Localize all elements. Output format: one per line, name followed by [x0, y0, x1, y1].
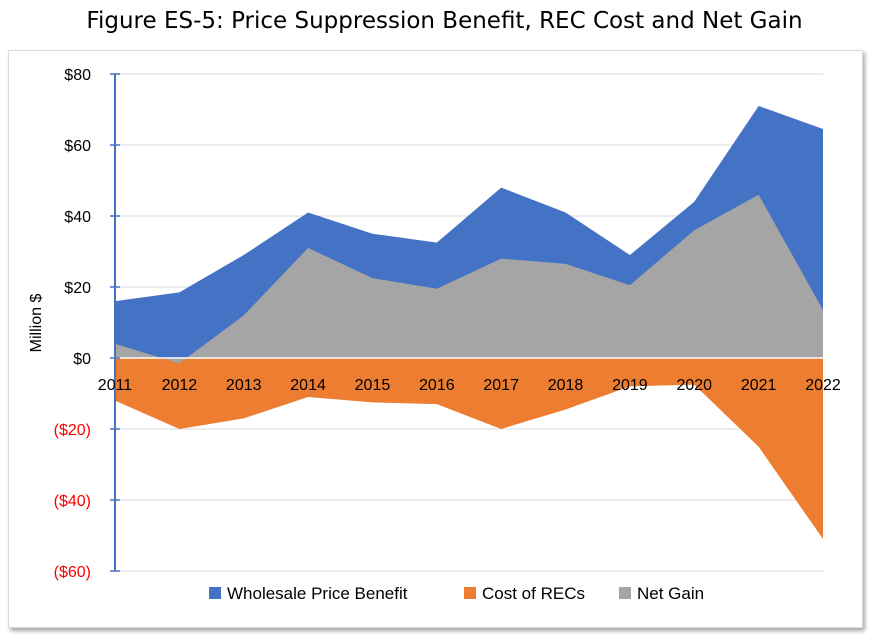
x-tick-label: 2016 [419, 377, 455, 394]
chart-title: Figure ES-5: Price Suppression Benefit, … [86, 8, 803, 34]
legend-swatch [209, 587, 221, 599]
series-area-1 [115, 358, 823, 540]
x-tick-label: 2019 [612, 377, 648, 394]
area-series [115, 105, 823, 540]
x-tick-label: 2014 [290, 377, 326, 394]
x-tick-label: 2015 [355, 377, 391, 394]
x-tick-label: 2017 [483, 377, 519, 394]
legend-swatch [464, 587, 476, 599]
x-tick-label: 2021 [741, 377, 777, 394]
y-tick-label: ($60) [54, 564, 91, 581]
x-tick-label: 2013 [226, 377, 262, 394]
y-tick-label: ($40) [54, 493, 91, 510]
x-tick-label: 2022 [805, 377, 841, 394]
legend-label: Wholesale Price Benefit [227, 584, 408, 603]
y-tick-label: $20 [64, 280, 91, 297]
x-tick-label: 2018 [548, 377, 584, 394]
legend: Wholesale Price Benefit Cost of RECs Net G… [209, 584, 704, 603]
x-tick-label: 2012 [162, 377, 198, 394]
y-tick-label: $80 [64, 67, 91, 84]
x-tick-label: 2020 [676, 377, 712, 394]
legend-label: Cost of RECs [482, 584, 585, 603]
y-tick-label: $60 [64, 138, 91, 155]
y-tick-label: $40 [64, 209, 91, 226]
chart-area: $80 $60 $40 $20 $0 ($20) ($40) ($60) 2011 2012 201… [8, 50, 863, 628]
series-area-2 [115, 194, 823, 364]
axes [110, 73, 823, 572]
y-tick-label: $0 [73, 351, 91, 368]
x-tick-label: 2011 [98, 377, 133, 394]
chart-svg: $80 $60 $40 $20 $0 ($20) ($40) ($60) 2011 2012 201… [28, 67, 841, 603]
y-tick-label: ($20) [54, 422, 91, 439]
y-axis-title: Million $ [28, 294, 45, 353]
legend-label: Net Gain [637, 584, 704, 603]
legend-swatch [619, 587, 631, 599]
axis-labels: $80 $60 $40 $20 $0 ($20) ($40) ($60) 2011 2012 201… [28, 67, 841, 581]
